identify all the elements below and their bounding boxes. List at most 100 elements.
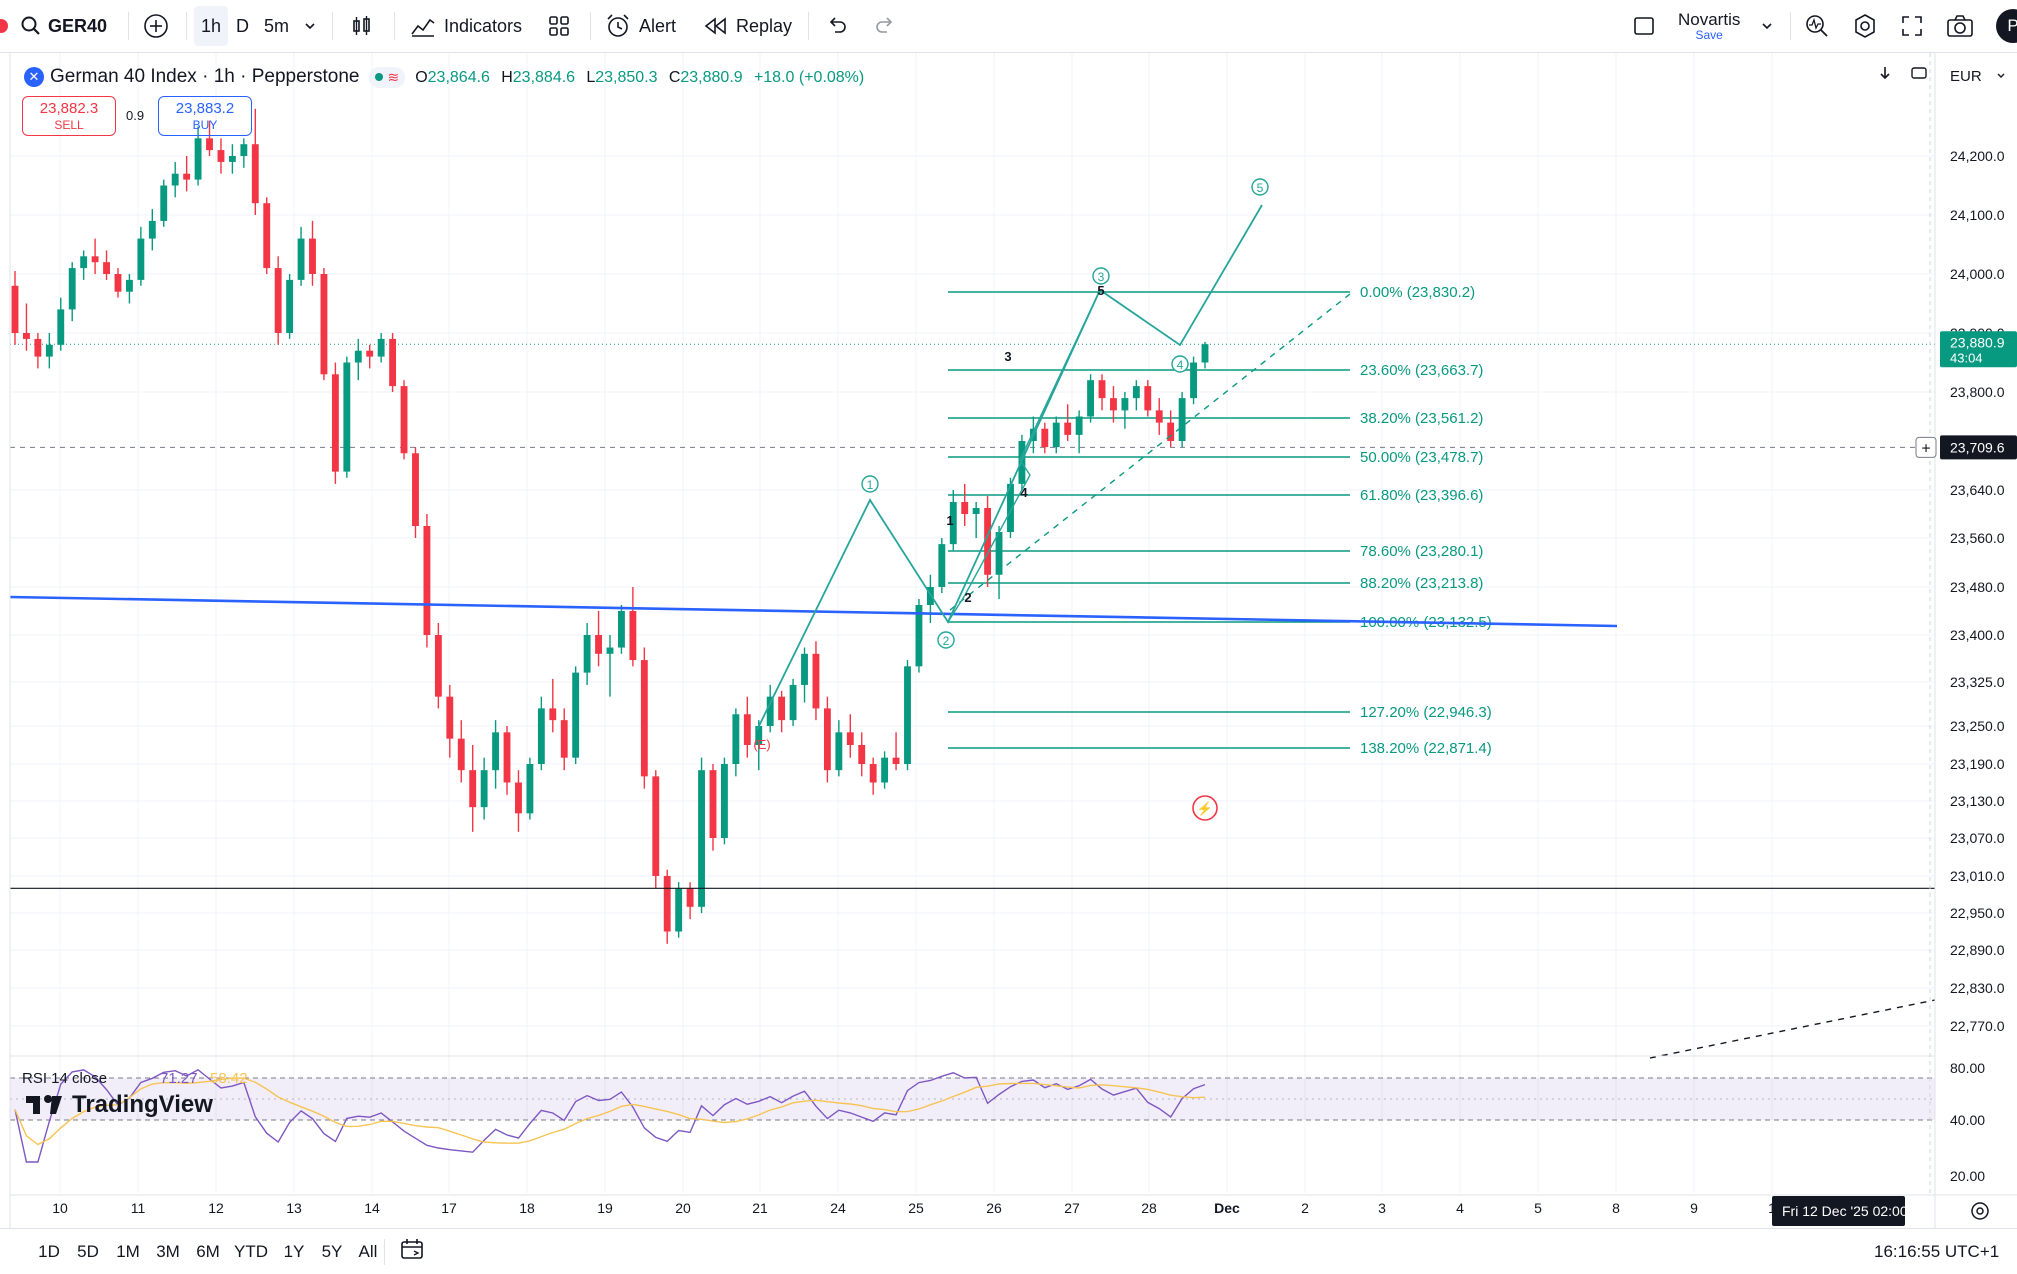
crosshair-price-badge xyxy=(1940,435,2017,460)
clock-text: 16:16:55 UTC+1 xyxy=(1874,1241,2000,1261)
close-label: C xyxy=(668,69,681,86)
range-1m[interactable]: 1M xyxy=(116,1241,140,1261)
scroll-down-button[interactable] xyxy=(1874,64,1896,86)
clock-display[interactable]: 16:16:55 UTC+1 xyxy=(1874,1229,1999,1274)
status-dot-icon xyxy=(0,19,8,33)
candle-body xyxy=(274,268,282,333)
range-1d[interactable]: 1D xyxy=(38,1241,60,1261)
axis-settings-gear-icon[interactable] xyxy=(1971,1202,1989,1220)
buy-label: BUY xyxy=(192,118,218,132)
layouts-button[interactable] xyxy=(547,0,571,52)
lightning-icon[interactable] xyxy=(1192,795,1218,821)
interval-5m-label: 5m xyxy=(264,15,290,36)
range-1y[interactable]: 1Y xyxy=(283,1241,305,1261)
fib-level-label: 138.20% (22,871.4) xyxy=(1360,740,1492,757)
buy-price: 23,883.2 xyxy=(175,100,235,117)
publish-button[interactable]: P xyxy=(1996,0,2017,52)
range-3m[interactable]: 3M xyxy=(156,1241,180,1261)
tradingview-logo: TradingView xyxy=(26,1091,213,1118)
search-pulse-icon xyxy=(1804,13,1830,39)
account-menu[interactable]: Novartis Save xyxy=(1678,0,1740,52)
countdown-badge-text: 43:04 xyxy=(1950,350,1983,365)
trendline[interactable] xyxy=(9,595,1618,628)
y-tick-label: 23,010.0 xyxy=(1950,868,2005,884)
date-range-button[interactable] xyxy=(400,1229,424,1274)
range-all[interactable]: All xyxy=(358,1241,378,1261)
range-5d[interactable]: 5D xyxy=(77,1241,99,1261)
candle-body xyxy=(858,745,866,764)
range-5y[interactable]: 5Y xyxy=(321,1241,343,1261)
x-tick-label: 11 xyxy=(131,1200,146,1216)
settings-button[interactable] xyxy=(1852,0,1878,52)
wave-circle xyxy=(1251,178,1269,196)
candle-body xyxy=(91,256,99,263)
candle-body xyxy=(606,647,614,654)
candle-body xyxy=(1132,386,1140,399)
buy-button[interactable]: 23,883.2 BUY xyxy=(158,96,252,136)
chart-grid xyxy=(10,53,1935,1193)
candle-body xyxy=(1075,416,1083,435)
x-tick-label: 24 xyxy=(830,1200,846,1216)
candle-body xyxy=(755,726,763,745)
chart-type-button[interactable] xyxy=(350,0,374,52)
candle-body xyxy=(457,738,465,771)
candle-body xyxy=(629,611,637,661)
sell-label: SELL xyxy=(54,118,84,132)
compare-button[interactable] xyxy=(143,0,169,52)
alert-button[interactable]: Alert xyxy=(605,0,676,52)
price-chart[interactable]: 0.00% (23,830.2) 23.60% (23,663.7) 38.20% … xyxy=(0,53,2017,1228)
candle-body xyxy=(560,720,568,758)
range-ytd[interactable]: YTD xyxy=(234,1241,268,1261)
candle-body xyxy=(354,350,362,363)
candle-body xyxy=(45,344,53,357)
quick-search-button[interactable] xyxy=(1804,0,1830,52)
layout-select[interactable] xyxy=(1632,0,1656,52)
reset-scale-button[interactable] xyxy=(1908,64,1930,86)
wave-e-label: (E) xyxy=(753,737,770,752)
gear-icon xyxy=(1852,13,1878,39)
indicators-icon xyxy=(410,14,436,38)
y-tick-label: 24,100.0 xyxy=(1950,207,2005,223)
account-dropdown[interactable] xyxy=(1760,0,1774,52)
fib-level-label: 0.00% (23,830.2) xyxy=(1360,284,1475,301)
currency-select[interactable]: EUR xyxy=(1942,62,2017,90)
candle-body xyxy=(1052,422,1060,448)
x-tick-label: 26 xyxy=(986,1200,1002,1216)
y-tick-label: 23,070.0 xyxy=(1950,830,2005,846)
candle-body xyxy=(595,635,602,654)
sell-button[interactable]: 23,882.3 SELL xyxy=(22,96,116,136)
interval-1h[interactable]: 1h xyxy=(194,6,228,46)
candle-body xyxy=(1144,386,1152,411)
change-value: +18.0 (+0.08%) xyxy=(753,69,865,86)
candle-body xyxy=(904,666,911,764)
candle-body xyxy=(709,770,717,838)
x-tick-label: 25 xyxy=(908,1200,924,1216)
replay-button[interactable]: Replay xyxy=(704,0,792,52)
fullscreen-button[interactable] xyxy=(1900,0,1924,52)
symbol-title[interactable]: German 40 Index · 1h · Pepperstone xyxy=(50,66,360,87)
interval-dropdown[interactable] xyxy=(303,0,317,52)
range-6m[interactable]: 6M xyxy=(196,1241,220,1261)
axes: 101112131417181920212425262728Dec2345891… xyxy=(9,53,2017,1228)
redo-button[interactable] xyxy=(874,0,896,52)
snapshot-button[interactable] xyxy=(1946,0,1974,52)
candle-body xyxy=(503,732,511,783)
interval-d[interactable]: D xyxy=(236,0,249,52)
candle-body xyxy=(652,776,660,876)
candle-body xyxy=(366,350,374,357)
currency-label: EUR xyxy=(1950,67,1982,85)
wave-label: 4 xyxy=(1177,358,1184,372)
candle-body xyxy=(881,757,889,783)
indicators-button[interactable]: Indicators xyxy=(410,0,522,52)
alert-label: Alert xyxy=(639,15,677,36)
symbol-search[interactable]: GER40 xyxy=(20,0,107,52)
x-tick-label: 8 xyxy=(1612,1200,1620,1216)
add-alert-plus-icon[interactable] xyxy=(1915,436,1937,458)
candle-body xyxy=(789,684,797,721)
x-tick-label: 18 xyxy=(519,1200,535,1216)
candle-body xyxy=(297,238,305,280)
interval-5m[interactable]: 5m xyxy=(264,0,289,52)
undo-button[interactable] xyxy=(826,0,848,52)
subwave-label: 5 xyxy=(1097,283,1104,298)
candle-body xyxy=(869,764,877,783)
